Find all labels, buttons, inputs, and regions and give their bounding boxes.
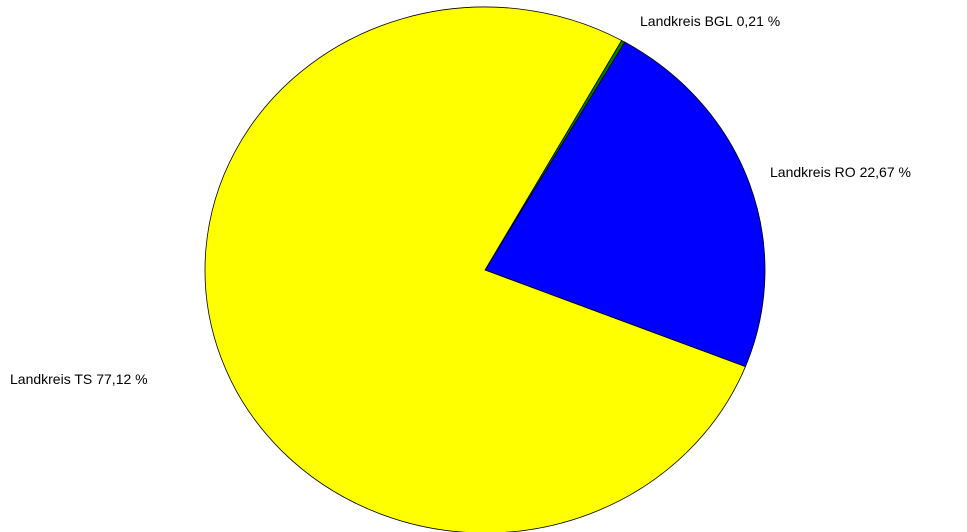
slice-value: 0,21 % [737, 13, 781, 29]
pie-slice [204, 6, 746, 532]
slice-label: Landkreis RO 22,67 % [770, 164, 911, 180]
slice-category: Landkreis RO [770, 164, 856, 180]
slice-value: 77,12 % [96, 371, 147, 387]
pie-slice [484, 41, 766, 368]
slice-category: Landkreis BGL [640, 13, 733, 29]
slice-value: 22,67 % [860, 164, 911, 180]
slice-label: Landkreis BGL 0,21 % [640, 13, 780, 29]
slice-label: Landkreis TS 77,12 % [10, 371, 148, 387]
slice-category: Landkreis TS [10, 371, 92, 387]
